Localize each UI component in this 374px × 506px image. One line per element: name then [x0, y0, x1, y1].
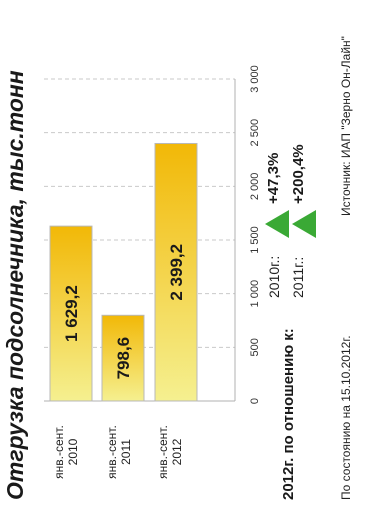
category-label-2012-line2: 2012 [170, 438, 184, 466]
tick-label: 1 000 [249, 280, 261, 308]
category-label-2010-line2: 2010 [66, 438, 80, 466]
bar-value-label: 1 629,2 [62, 285, 81, 342]
category-label-2012-line1: янв.-сент. [156, 425, 170, 479]
up-arrow-icon [292, 210, 316, 238]
category-label-2012: янв.-сент. 2012 [156, 408, 184, 496]
comparison-value-2010: +47,3% [265, 152, 282, 204]
comparison-label-2011: 2011г.: [290, 256, 306, 298]
category-label-2011-line2: 2011 [119, 439, 133, 465]
comparison-heading: 2012г. по отношению к: [280, 328, 297, 500]
tick-label: 2 000 [249, 173, 261, 201]
bar-value-label: 2 399,2 [167, 244, 186, 301]
tick-label: 500 [249, 338, 261, 356]
bar [154, 142, 198, 402]
category-label-2011: янв.-сент. 2011 [105, 408, 133, 496]
tick-label: 2 500 [249, 119, 261, 147]
category-label-2010-line1: янв.-сент. [52, 425, 66, 479]
date-note: По состоянию на 15.10.2012г. [339, 335, 353, 500]
bar [49, 225, 93, 402]
comparison-value-2011: +200,4% [290, 144, 307, 204]
up-arrow-icon [265, 210, 289, 238]
tick-label: 1 500 [249, 226, 261, 254]
tick-label: 3 000 [249, 65, 261, 93]
tick-label: 0 [249, 398, 261, 404]
category-label-2011-line1: янв.-сент. [105, 425, 119, 479]
category-label-2010: янв.-сент. 2010 [52, 408, 80, 496]
comparison-label-2010: 2010г.: [266, 255, 282, 298]
bar [101, 314, 145, 402]
bar-value-label: 798,6 [114, 337, 133, 380]
source-note: Источник: ИАП "Зерно Он-Лайн" [339, 36, 353, 216]
